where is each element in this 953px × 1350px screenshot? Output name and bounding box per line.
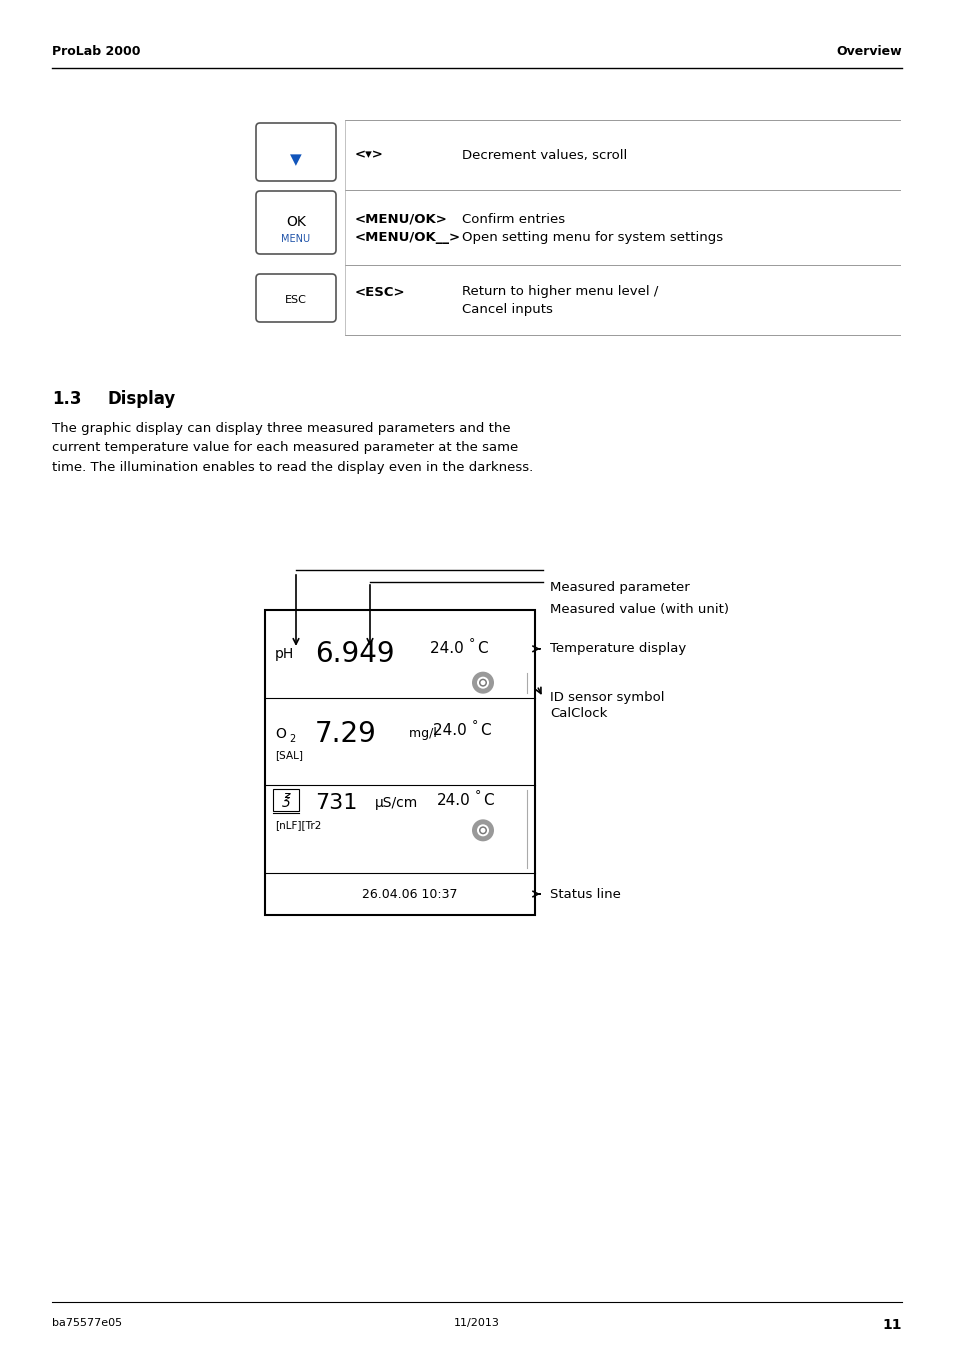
Text: ESC: ESC	[285, 296, 307, 305]
FancyBboxPatch shape	[255, 190, 335, 254]
Text: mg/l: mg/l	[405, 728, 436, 740]
Bar	[265, 610, 535, 915]
Circle shape	[480, 680, 485, 686]
Text: Confirm entries: Confirm entries	[461, 213, 564, 225]
Text: Overview: Overview	[836, 45, 901, 58]
Text: 1.3: 1.3	[52, 390, 81, 408]
Text: O: O	[274, 726, 286, 741]
Text: ba75577e05: ba75577e05	[52, 1318, 122, 1328]
Text: °: °	[469, 637, 475, 651]
Text: <MENU/OK>: <MENU/OK>	[355, 213, 447, 225]
Text: °: °	[472, 720, 477, 732]
Text: MENU: MENU	[281, 235, 311, 244]
Text: 24.0: 24.0	[436, 792, 470, 807]
Text: 2: 2	[289, 733, 294, 744]
Text: C: C	[479, 724, 490, 738]
Text: ℥: ℥	[282, 794, 290, 807]
Text: CalClock: CalClock	[550, 707, 607, 720]
FancyBboxPatch shape	[255, 123, 335, 181]
Text: ▼: ▼	[290, 153, 301, 167]
Text: 11/2013: 11/2013	[454, 1318, 499, 1328]
Bar	[273, 790, 298, 811]
Text: Decrement values, scroll: Decrement values, scroll	[461, 148, 626, 162]
Text: The graphic display can display three measured parameters and the
current temper: The graphic display can display three me…	[52, 423, 533, 474]
Text: ProLab 2000: ProLab 2000	[52, 45, 140, 58]
Text: Return to higher menu level /: Return to higher menu level /	[461, 285, 658, 298]
Text: µS/cm: µS/cm	[375, 796, 417, 810]
Text: 11: 11	[882, 1318, 901, 1332]
Text: ID sensor symbol: ID sensor symbol	[550, 691, 664, 705]
Text: 731: 731	[314, 794, 357, 813]
Circle shape	[472, 819, 494, 841]
Text: Display: Display	[108, 390, 176, 408]
Text: Cancel inputs: Cancel inputs	[461, 304, 553, 316]
Circle shape	[476, 825, 489, 837]
Text: <MENU/OK__>: <MENU/OK__>	[355, 231, 460, 244]
Text: <ESC>: <ESC>	[355, 285, 405, 298]
Text: C: C	[482, 792, 493, 807]
Circle shape	[478, 826, 486, 834]
Text: 26.04.06 10:37: 26.04.06 10:37	[362, 887, 457, 900]
Circle shape	[472, 672, 494, 694]
Circle shape	[478, 679, 486, 687]
Text: 24.0: 24.0	[433, 724, 471, 738]
Text: [SAL]: [SAL]	[274, 751, 303, 760]
Text: 7.29: 7.29	[314, 720, 376, 748]
Text: 6.949: 6.949	[314, 640, 395, 668]
Text: Status line: Status line	[550, 887, 620, 900]
Text: <▾>: <▾>	[355, 148, 383, 162]
Text: Open setting menu for system settings: Open setting menu for system settings	[461, 231, 722, 244]
Circle shape	[476, 676, 489, 688]
Text: °: °	[475, 788, 481, 802]
Text: Measured value (with unit): Measured value (with unit)	[550, 603, 728, 617]
Text: [nLF][Tr2: [nLF][Tr2	[274, 821, 321, 830]
Text: Measured parameter: Measured parameter	[550, 580, 689, 594]
Circle shape	[480, 828, 485, 833]
Text: pH: pH	[274, 647, 294, 662]
Text: OK: OK	[286, 216, 306, 230]
Text: 24.0: 24.0	[430, 641, 468, 656]
Text: Temperature display: Temperature display	[550, 643, 685, 655]
Text: C: C	[476, 641, 487, 656]
FancyBboxPatch shape	[255, 274, 335, 323]
